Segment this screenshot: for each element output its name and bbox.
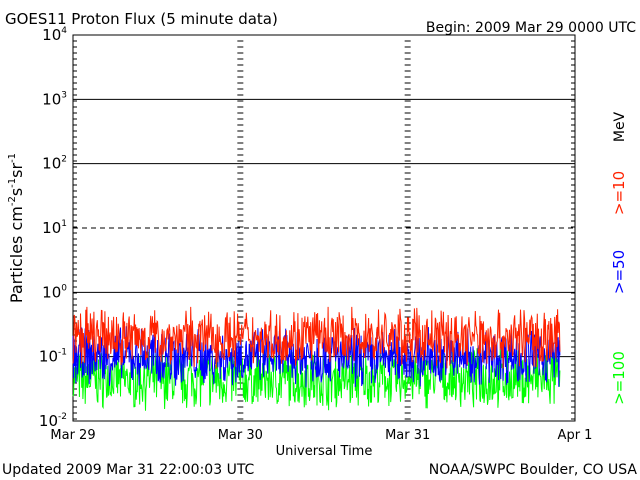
y-tick-label: 101 — [42, 219, 67, 237]
updated-label: Updated 2009 Mar 31 22:00:03 UTC — [2, 462, 255, 478]
y-tick-label: 10-2 — [39, 412, 67, 430]
y-tick-labels: 104 103 102 101 100 10-1 10-2 — [39, 26, 67, 430]
y-tick-label: 102 — [42, 155, 67, 173]
series-group — [72, 306, 561, 411]
x-tick-labels: Mar 29 Mar 30 Mar 31 Apr 1 — [50, 428, 592, 443]
x-tick-label: Mar 31 — [385, 428, 430, 443]
y-tick-label: 10-1 — [39, 348, 67, 366]
x-tick-label: Mar 29 — [50, 428, 95, 443]
x-tick-label: Mar 30 — [218, 428, 263, 443]
series-line — [72, 306, 561, 369]
credit-label: NOAA/SWPC Boulder, CO USA — [429, 462, 638, 478]
unit-label: MeV — [612, 111, 628, 142]
y-tick-label: 104 — [42, 26, 67, 44]
y-tick-label: 103 — [42, 90, 67, 108]
x-axis-label: Universal Time — [276, 444, 373, 459]
begin-label: Begin: 2009 Mar 29 0000 UTC — [426, 20, 636, 36]
chart-title: GOES11 Proton Flux (5 minute data) — [5, 10, 278, 28]
y-tick-label: 100 — [42, 283, 67, 301]
legend-entry: >=10 — [610, 171, 628, 215]
x-tick-label: Apr 1 — [558, 428, 593, 443]
legend: >=10 >=50 >=100 — [610, 171, 628, 405]
y-axis-label: Particles cm-2s-1sr-1 — [7, 153, 26, 303]
legend-entry: >=100 — [610, 351, 628, 405]
gridlines — [73, 98, 575, 358]
legend-entry: >=50 — [610, 250, 628, 294]
